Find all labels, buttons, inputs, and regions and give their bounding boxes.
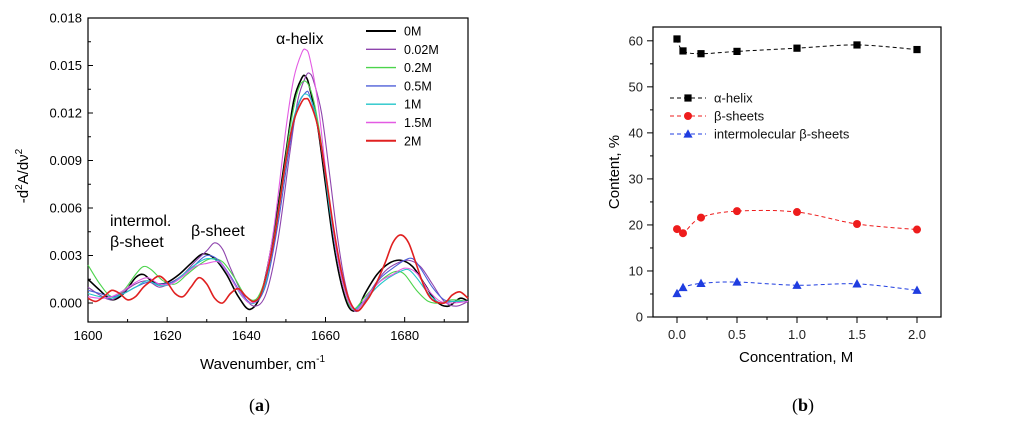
- plot-b-data-point-1: [697, 213, 705, 222]
- plot-a-x-tick-label: 1620: [153, 328, 182, 343]
- plot-b-data-point-0: [679, 47, 687, 55]
- plot-b-data-point-2: [852, 279, 862, 288]
- plot-b-data-point-1: [673, 225, 681, 234]
- plot-a-series-line-5: [87, 48, 469, 311]
- plot-b-data-point-1: [733, 207, 741, 216]
- plot-b-legend-marker: [684, 112, 692, 120]
- plot-b-frame: [652, 26, 942, 318]
- plot-b-legend-marker: [684, 94, 692, 102]
- plot-b-data-point-2: [678, 282, 688, 292]
- plot-b-legend: α-helix β-sheets intermolecular β-sheets: [670, 91, 850, 142]
- panel-a-spectra-chart: 1600 1620 1640 1660 1680 0.000 0.003 0.006 0.009…: [14, 11, 469, 416]
- plot-a-series-line-0: [87, 74, 469, 312]
- plot-a-y-axis-label: -d2A/dν2: [14, 148, 32, 203]
- plot-a-y-tick-label: 0.003: [49, 248, 82, 263]
- plot-a-series-line-6: [87, 97, 469, 312]
- panel-b-content-chart: 0.0 0.5 1.0 1.5 2.0 0 10 20 30 40 50 60 α-helix β-sh…: [606, 26, 942, 416]
- plot-b-data-point-1: [793, 208, 801, 217]
- annotation-intermol-beta-sheet: β-sheet: [110, 234, 164, 251]
- plot-b-x-axis-label: Concentration, M: [739, 349, 853, 366]
- plot-b-legend-marker: [683, 129, 693, 138]
- plot-b-legend-label: β-sheets: [714, 109, 765, 124]
- plot-a-y-tick-label: 0.006: [49, 201, 82, 216]
- plot-a-x-tick-label: 1680: [390, 328, 419, 343]
- plot-a-series: [87, 48, 469, 313]
- plot-b-x-tick-label: 1.5: [848, 327, 866, 342]
- plot-b-data-point-0: [697, 50, 705, 58]
- plot-a-x-tick-label: 1640: [232, 328, 261, 343]
- plot-b-data-point-2: [696, 278, 706, 287]
- plot-b-x-tick-label: 0.0: [668, 327, 686, 342]
- plot-b-data-point-2: [792, 280, 802, 289]
- plot-b-y-tick-label: 30: [629, 171, 643, 186]
- plot-b-series: [672, 35, 922, 298]
- plot-b-y-tick-label: 40: [629, 125, 643, 140]
- plot-a-y-tick-label: 0.009: [49, 153, 82, 168]
- plot-a-ticks: 1600 1620 1640 1660 1680 0.000 0.003 0.006 0.009…: [49, 11, 445, 343]
- plot-b-data-point-0: [913, 45, 921, 54]
- plot-a-x-tick-label: 1660: [311, 328, 340, 343]
- annotation-alpha-helix: α-helix: [276, 31, 323, 48]
- plot-a-legend-label: 0.2M: [404, 61, 432, 75]
- plot-a-legend-label: 0M: [404, 25, 421, 39]
- plot-b-legend-label: intermolecular β-sheets: [714, 127, 850, 142]
- plot-b-data-point-0: [673, 35, 681, 43]
- plot-b-x-tick-label: 2.0: [908, 327, 926, 342]
- plot-a-y-tick-label: 0.012: [49, 106, 82, 121]
- plot-b-legend-label: α-helix: [714, 91, 753, 106]
- plot-b-data-point-2: [912, 285, 922, 294]
- plot-b-data-point-1: [679, 229, 687, 238]
- plot-b-data-point-1: [913, 225, 921, 234]
- plot-b-y-tick-label: 20: [629, 217, 643, 232]
- plot-b-data-point-2: [732, 277, 742, 286]
- plot-b-data-point-1: [853, 220, 861, 229]
- caption-a: (a): [249, 395, 270, 416]
- plot-a-y-tick-label: 0.018: [49, 11, 82, 26]
- plot-a-legend-label: 0.02M: [404, 43, 439, 57]
- plot-b-y-tick-label: 0: [636, 310, 643, 325]
- plot-b-data-point-0: [793, 44, 801, 52]
- plot-b-y-tick-label: 60: [629, 33, 643, 48]
- plot-a-x-axis-label: Wavenumber, cm-1: [200, 354, 325, 373]
- plot-b-y-tick-label: 50: [629, 79, 643, 94]
- plot-b-data-point-0: [853, 41, 861, 49]
- annotation-beta-sheet: β-sheet: [191, 223, 245, 240]
- plot-b-x-tick-label: 0.5: [728, 327, 746, 342]
- plot-b-ticks: 0.0 0.5 1.0 1.5 2.0 0 10 20 30 40 50 60: [629, 33, 927, 342]
- plot-a-legend-label: 1M: [404, 98, 421, 112]
- plot-a-y-tick-label: 0.000: [49, 296, 82, 311]
- plot-a-frame: [87, 17, 469, 323]
- plot-b-y-axis-label: Content, %: [606, 135, 623, 209]
- plot-a-legend-label: 1.5M: [404, 116, 432, 130]
- plot-a-x-tick-label: 1600: [74, 328, 103, 343]
- plot-b-x-tick-label: 1.0: [788, 327, 806, 342]
- plot-a-legend: 0M 0.02M 0.2M 0.5M 1M 1.5M 2M: [366, 25, 439, 148]
- caption-b: (b): [792, 395, 814, 416]
- plot-b-data-point-0: [733, 47, 741, 55]
- plot-a-legend-label: 2M: [404, 134, 421, 148]
- annotation-intermol: intermol.: [110, 213, 171, 230]
- plot-b-y-tick-label: 10: [629, 263, 643, 278]
- plot-b-data-point-2: [672, 288, 682, 298]
- plot-a-legend-label: 0.5M: [404, 79, 432, 93]
- plot-a-y-tick-label: 0.015: [49, 58, 82, 73]
